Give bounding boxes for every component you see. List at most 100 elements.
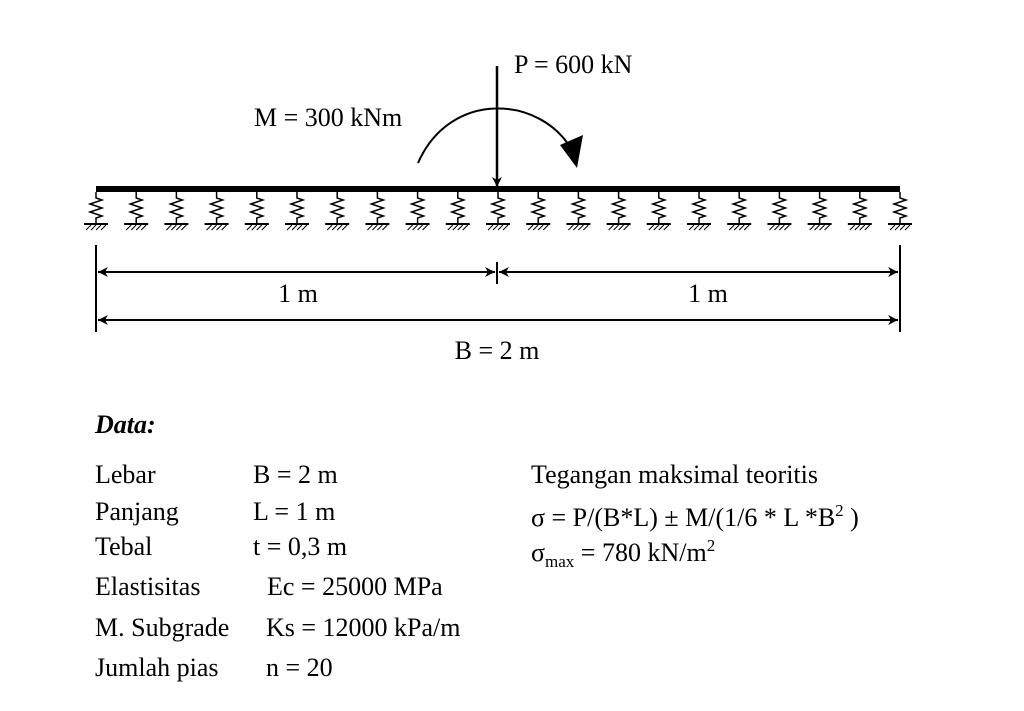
spring (891, 192, 909, 223)
row-value: n = 20 (266, 653, 333, 682)
sigma-sup: 2 (707, 536, 716, 555)
hatch (377, 224, 383, 231)
hatch (653, 224, 660, 231)
hatch (899, 224, 906, 231)
hatch (412, 224, 418, 231)
hatch (769, 224, 775, 231)
hatch (779, 224, 785, 231)
hatch (166, 224, 172, 231)
hatch (573, 224, 579, 231)
row-value: L = 1 m (253, 497, 335, 526)
row-label: M. Subgrade (95, 613, 229, 642)
hatch (583, 224, 589, 231)
hatch (527, 224, 534, 231)
data-title: Data: (94, 410, 156, 439)
springs (84, 192, 912, 231)
hatch (211, 224, 217, 231)
hatch (261, 224, 268, 231)
hatch (537, 224, 544, 231)
spring (168, 192, 185, 223)
hatch (372, 224, 378, 231)
row-value: Ec = 25000 MPa (267, 572, 443, 601)
moment-arc (417, 107, 573, 164)
span-label: 1 m (278, 279, 318, 308)
hatch (648, 224, 655, 231)
spring (208, 192, 225, 223)
hatch (301, 224, 308, 231)
row-label: Lebar (95, 460, 156, 489)
hatch (532, 224, 539, 231)
hatch (693, 224, 700, 231)
spring (449, 192, 467, 223)
hatch (618, 224, 624, 231)
spring (730, 192, 748, 223)
hatch (130, 224, 137, 231)
hatch (246, 224, 253, 231)
row-value: Ks = 12000 kPa/m (266, 613, 461, 642)
hatch (286, 224, 293, 231)
load-label: P = 600 kN (514, 50, 633, 79)
width-label: B = 2 m (455, 336, 540, 365)
hatch (291, 224, 298, 231)
hatch (176, 224, 182, 231)
hatch (90, 224, 97, 231)
formula: σ = P/(B*L) ± M/(1/6 * L *B2 ) (531, 501, 859, 532)
spring (87, 192, 105, 223)
hatch (698, 224, 705, 231)
hatch (367, 224, 373, 231)
hatch (487, 224, 494, 231)
moment-arrowhead (560, 135, 583, 168)
row-label: Jumlah pias (95, 653, 219, 682)
hatch (256, 224, 263, 231)
hatch (502, 224, 509, 231)
hatch (296, 224, 303, 231)
hatch (125, 224, 132, 231)
hatch (452, 224, 459, 231)
moment-label: M = 300 kNm (254, 103, 402, 132)
row-value: t = 0,3 m (253, 532, 347, 561)
hatch (492, 224, 499, 231)
hatch (864, 224, 871, 231)
hatch (738, 224, 745, 231)
hatch (181, 224, 187, 231)
hatch (417, 224, 423, 231)
hatch (784, 224, 790, 231)
hatch (568, 224, 574, 231)
hatch (100, 224, 107, 231)
hatch (814, 224, 820, 231)
hatch (743, 224, 750, 231)
span-label: 1 m (688, 279, 728, 308)
hatch (251, 224, 258, 231)
hatch (608, 224, 614, 231)
hatch (578, 224, 584, 231)
hatch (336, 224, 343, 231)
hatch (849, 224, 856, 231)
spring (690, 192, 708, 223)
spring (771, 192, 788, 223)
hatch (613, 224, 619, 231)
spring (288, 192, 306, 223)
hatch (140, 224, 147, 231)
dimensions (95, 245, 901, 332)
sigma-sub: max (545, 552, 575, 571)
hatch (688, 224, 695, 231)
hatch (819, 224, 825, 231)
spring (610, 192, 627, 223)
hatch (341, 224, 348, 231)
hatch (889, 224, 896, 231)
hatch (462, 224, 469, 231)
formula-sup: 2 (835, 501, 844, 520)
hatch (326, 224, 333, 231)
spring (127, 192, 145, 223)
spring (409, 192, 426, 223)
row-label: Panjang (95, 497, 179, 526)
spring (811, 192, 828, 223)
data-table: Lebar B = 2 m Panjang L = 1 m Tebal t = 0,3 m… (95, 460, 461, 682)
hatch (221, 224, 227, 231)
spring (650, 192, 668, 223)
hatch (854, 224, 861, 231)
hatch (422, 224, 428, 231)
spring (570, 192, 587, 223)
hatch (331, 224, 338, 231)
hatch (658, 224, 665, 231)
